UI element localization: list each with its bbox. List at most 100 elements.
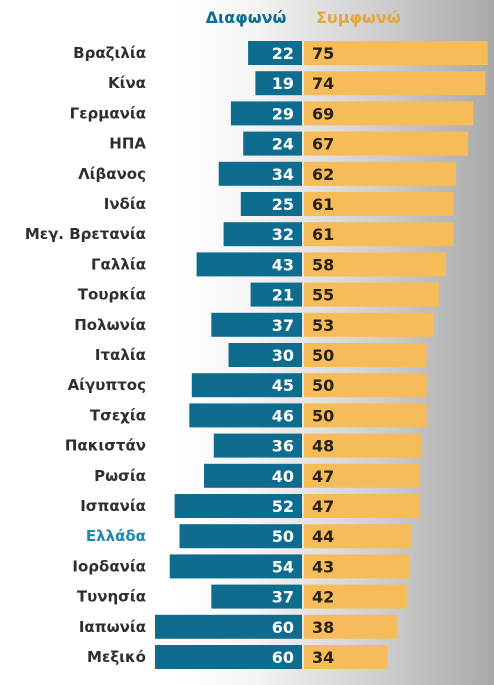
value-disagree: 43 [272,255,294,274]
country-label: Λίβανος [78,165,146,183]
country-label: ΗΠΑ [109,135,146,153]
value-disagree: 45 [272,376,294,395]
value-agree: 48 [312,437,334,456]
chart-row: Βραζιλία 22 75 [73,41,488,65]
bar-disagree [223,222,302,247]
value-agree: 50 [312,376,334,395]
bar-agree [304,101,474,126]
value-agree: 55 [312,286,334,305]
bar-agree [304,222,454,247]
bar-agree [304,131,469,156]
value-agree: 47 [312,467,334,486]
bar-agree [304,192,454,216]
chart-row: Ισπανία 52 47 [80,494,420,518]
value-agree: 44 [312,527,334,546]
bar-agree [304,645,388,669]
bar-disagree [179,524,302,549]
country-label: Κίνα [108,74,146,92]
bar-disagree [204,463,302,488]
country-label: Γερμανία [70,104,146,122]
value-disagree: 21 [272,286,294,305]
chart-row: Αίγυπτος 45 50 [68,373,427,398]
bar-agree [304,614,398,639]
country-label: Ιαπωνία [79,618,146,636]
value-agree: 47 [312,497,334,516]
value-disagree: 34 [272,165,294,184]
legend-disagree-label: Διαφωνώ [206,8,287,27]
country-label: Ιταλία [95,346,146,364]
bar-disagree [196,252,302,277]
country-label: Τσεχία [90,406,146,424]
bar-disagree [213,433,302,458]
bar-agree [304,343,427,367]
chart-row: Ιορδανία 54 43 [72,554,410,579]
value-disagree: 50 [272,527,294,546]
bar-disagree [155,645,302,669]
value-agree: 58 [312,255,334,274]
bar-disagree [255,71,302,96]
bar-disagree [250,282,303,307]
country-label: Τυνησία [77,588,146,606]
bar-disagree [189,403,302,428]
bar-agree [304,312,434,337]
value-agree: 74 [312,74,334,93]
chart-row: Μεγ. Βρετανία 32 61 [25,222,454,247]
value-disagree: 30 [272,346,294,365]
bar-disagree [155,614,302,639]
chart-row: Λίβανος 34 62 [78,161,456,186]
country-label: Μεγ. Βρετανία [25,225,146,243]
bar-agree [304,161,456,186]
country-label: Ισπανία [80,497,146,515]
bar-agree [304,433,422,458]
country-label: Μεξικό [87,648,146,666]
chart-row: Πακιστάν 36 48 [65,433,422,458]
value-agree: 43 [312,557,334,576]
value-disagree: 60 [272,618,294,637]
value-agree: 38 [312,618,334,637]
bar-disagree [191,373,303,398]
country-label: Αίγυπτος [68,376,146,394]
bar-agree [304,373,427,398]
value-agree: 61 [312,195,334,214]
country-label: Τουρκία [78,286,146,304]
value-disagree: 19 [272,74,294,93]
bar-agree [304,524,412,549]
chart-row: Ιαπωνία 60 38 [79,614,398,639]
value-disagree: 22 [272,44,294,63]
value-agree: 42 [312,588,334,607]
value-agree: 50 [312,346,334,365]
value-agree: 61 [312,225,334,244]
country-label: Ιορδανία [72,557,146,575]
value-disagree: 60 [272,648,294,667]
bar-agree [304,463,420,488]
value-agree: 62 [312,165,334,184]
bar-disagree [174,494,302,518]
bar-agree [304,71,486,96]
chart-row: Πολωνία 37 53 [74,312,434,337]
bar-agree [304,252,447,277]
bar-disagree [169,554,302,579]
value-disagree: 46 [272,406,294,425]
value-disagree: 29 [272,104,294,123]
value-disagree: 37 [272,316,294,335]
chart-row: Τυνησία 37 42 [77,584,407,609]
country-label: Ελλάδα [86,527,146,545]
country-label: Ινδία [104,195,146,213]
value-disagree: 54 [272,557,294,576]
value-disagree: 37 [272,588,294,607]
bar-disagree [240,192,303,216]
value-agree: 34 [312,648,334,667]
value-disagree: 32 [272,225,294,244]
bar-agree [304,584,407,609]
chart-row: Μεξικό 60 34 [87,645,388,669]
chart-row: Τσεχία 46 50 [90,403,427,428]
value-agree: 50 [312,406,334,425]
country-label: Γαλλία [91,255,146,273]
value-disagree: 25 [272,195,294,214]
chart-row: Γαλλία 43 58 [91,252,447,277]
chart-row: Ιταλία 30 50 [95,343,427,367]
chart-row: Ινδία 25 61 [104,192,454,216]
bar-agree [304,554,410,579]
country-label: Πακιστάν [65,437,146,455]
bar-disagree [211,312,302,337]
